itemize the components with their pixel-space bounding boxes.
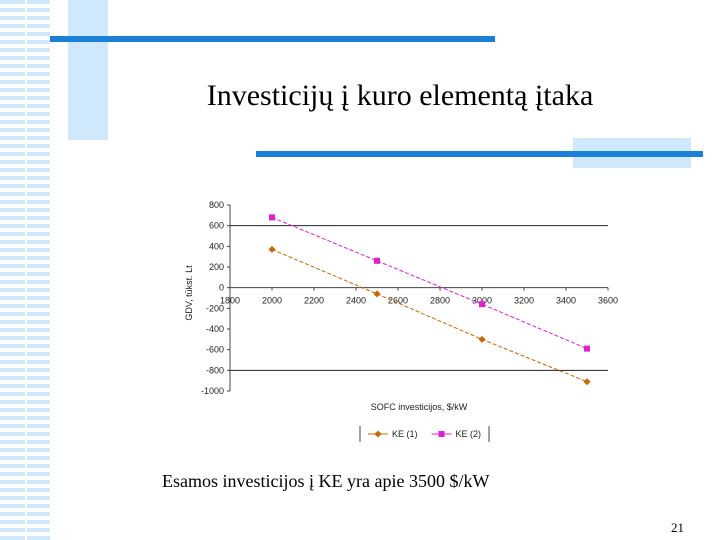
y-tick-label: 200 — [209, 262, 224, 272]
legend-marker — [374, 430, 382, 438]
y-tick-label: 600 — [209, 221, 224, 231]
deco-bar — [50, 36, 495, 42]
deco-block — [68, 0, 108, 140]
y-axis-label: GDV, tūkst. Lt — [184, 265, 194, 321]
point — [584, 345, 590, 352]
point — [373, 290, 381, 298]
slide-title: Investicijų į kuro elementą įtaka — [207, 79, 594, 112]
legend-label: KE (2) — [456, 429, 482, 439]
x-tick-label: 1800 — [220, 296, 240, 306]
y-tick-label: -800 — [206, 365, 224, 375]
y-tick-label: 0 — [219, 283, 224, 293]
x-tick-label: 3200 — [514, 296, 534, 306]
point — [583, 378, 591, 386]
point — [268, 245, 276, 253]
note: Esamos investicijos į KE yra apie 3500 $… — [162, 471, 489, 491]
x-tick-label: 2200 — [304, 296, 324, 306]
series-line — [271, 248, 588, 383]
x-tick-label: 2400 — [346, 296, 366, 306]
legend-marker — [438, 431, 445, 437]
x-tick-label: 3000 — [472, 296, 492, 306]
point — [269, 214, 275, 221]
legend-label: KE (1) — [392, 429, 418, 439]
x-tick-label: 2000 — [262, 296, 282, 306]
series-line — [271, 216, 588, 350]
y-tick-label: -600 — [206, 345, 224, 355]
y-tick-label: -1000 — [201, 386, 224, 396]
deco-bar — [256, 151, 703, 157]
x-tick-label: 2800 — [430, 296, 450, 306]
page-number: 21 — [671, 520, 684, 535]
y-tick-label: 800 — [209, 200, 224, 210]
x-tick-label: 3400 — [556, 296, 576, 306]
side-stripes — [0, 0, 50, 540]
point — [374, 257, 380, 264]
point — [478, 335, 486, 343]
x-tick-label: 2600 — [388, 296, 408, 306]
x-tick-label: 3600 — [598, 296, 618, 306]
x-axis-label: SOFC investicijos, $/kW — [371, 402, 468, 412]
y-tick-label: -200 — [206, 303, 224, 313]
y-tick-label: 400 — [209, 241, 224, 251]
y-tick-label: -400 — [206, 324, 224, 334]
point — [479, 301, 485, 308]
